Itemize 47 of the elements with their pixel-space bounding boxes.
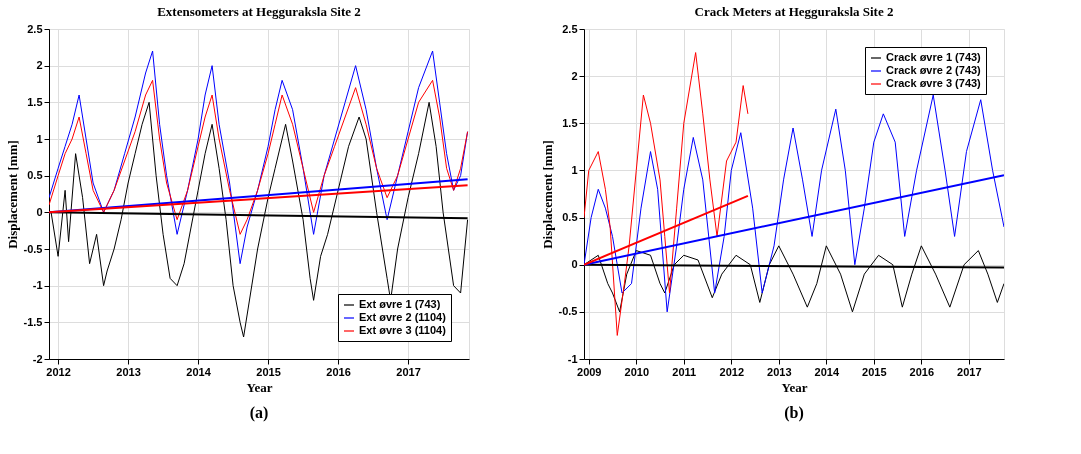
x-tick-label: 2012 — [719, 365, 745, 378]
y-tick-label: -1 — [32, 279, 43, 292]
legend-label: Ext øvre 1 (743) — [359, 298, 441, 310]
y-tick-label: 1.5 — [562, 116, 578, 129]
y-tick-label: 1 — [571, 163, 578, 176]
x-tick-label: 2014 — [814, 365, 840, 378]
x-tick-label: 2016 — [326, 365, 351, 378]
x-tick-label: 2017 — [396, 365, 421, 378]
y-axis-title: Displacement [mm] — [4, 140, 20, 249]
x-tick-label: 2015 — [256, 365, 281, 378]
text: (a) — [249, 404, 269, 422]
y-tick-label: -1 — [567, 352, 578, 365]
y-tick-label: -0.5 — [558, 305, 578, 318]
x-axis-title: Year — [246, 379, 273, 395]
x-tick-label: 2012 — [46, 365, 71, 378]
x-tick-label: 2010 — [624, 365, 649, 378]
legend-label: Crack øvre 3 (743) — [886, 77, 982, 89]
y-tick-label: -0.5 — [23, 242, 43, 255]
x-tick-label: 2017 — [957, 365, 982, 378]
y-tick-label: -1.5 — [23, 315, 43, 328]
x-tick-label: 2015 — [862, 365, 887, 378]
chart-title: Crack Meters at Hegguraksla Site 2 — [694, 4, 894, 19]
legend-label: Ext øvre 2 (1104) — [359, 311, 447, 323]
text: (b) — [784, 404, 804, 422]
chart-title: Extensometers at Hegguraksla Site 2 — [157, 4, 361, 19]
x-tick-label: 2009 — [577, 365, 602, 378]
legend-label: Crack øvre 1 (743) — [886, 51, 982, 63]
legend-label: Crack øvre 2 (743) — [886, 64, 982, 76]
y-tick-label: 0 — [571, 258, 578, 271]
y-tick-label: 0.5 — [27, 169, 43, 182]
y-tick-label: 1.5 — [27, 95, 43, 108]
y-tick-label: 0.5 — [562, 211, 578, 224]
x-tick-label: 2016 — [909, 365, 935, 378]
y-tick-label: 2 — [571, 69, 578, 82]
y-tick-label: 0 — [36, 205, 43, 218]
y-tick-label: 1 — [36, 132, 43, 145]
x-tick-label: 2013 — [767, 365, 792, 378]
y-axis-title: Displacement [mm] — [539, 140, 555, 249]
y-tick-label: -2 — [32, 352, 43, 365]
y-tick-label: 2 — [36, 59, 43, 72]
x-tick-label: 2011 — [672, 365, 697, 378]
y-tick-label: 2.5 — [27, 22, 43, 35]
legend-label: Ext øvre 3 (1104) — [359, 324, 447, 336]
x-tick-label: 2013 — [116, 365, 141, 378]
x-tick-label: 2014 — [186, 365, 212, 378]
y-tick-label: 2.5 — [562, 22, 578, 35]
x-axis-title: Year — [781, 379, 808, 395]
